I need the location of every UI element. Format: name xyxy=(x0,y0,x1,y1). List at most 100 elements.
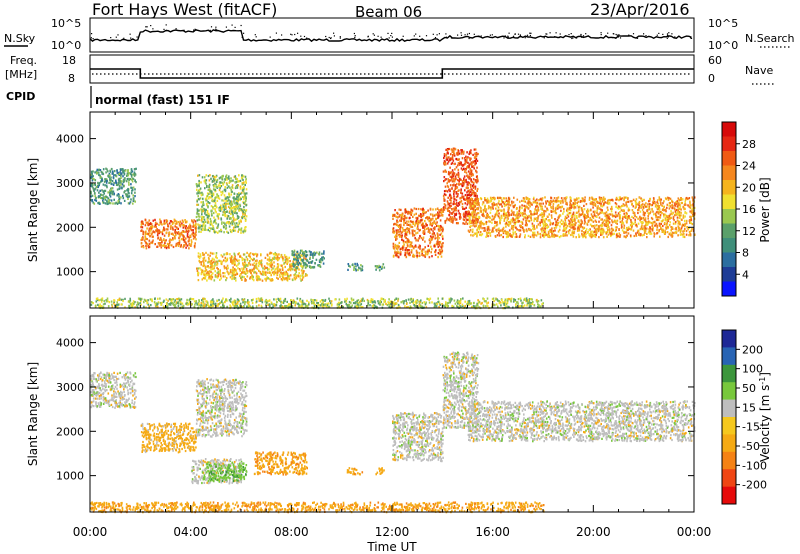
range-gate-cell xyxy=(473,191,475,194)
range-gate-cell xyxy=(244,195,247,198)
range-gate-cell xyxy=(450,171,452,174)
noise-dot xyxy=(339,36,341,38)
range-gate-cell xyxy=(511,202,513,205)
range-gate-cell xyxy=(222,213,224,216)
range-gate-cell xyxy=(107,202,110,205)
range-gate-cell xyxy=(206,204,208,207)
range-gate-cell xyxy=(469,216,471,219)
range-gate-cell xyxy=(299,255,301,258)
range-gate-cell xyxy=(239,273,242,276)
range-gate-cell xyxy=(306,254,309,257)
range-gate-cell xyxy=(238,222,241,225)
range-gate-cell xyxy=(491,215,494,218)
range-gate-cell xyxy=(421,253,423,256)
range-gate-cell xyxy=(237,263,239,266)
range-gate-cell xyxy=(454,168,456,171)
range-gate-cell xyxy=(684,225,686,228)
range-gate-cell xyxy=(233,192,236,195)
range-gate-cell xyxy=(658,230,660,233)
range-gate-cell xyxy=(615,198,617,201)
range-gate-cell xyxy=(232,214,234,217)
range-gate-cell xyxy=(596,227,598,230)
range-gate-cell xyxy=(164,240,166,243)
range-gate-cell xyxy=(497,206,500,209)
noise-dot xyxy=(480,35,482,37)
range-gate-cell xyxy=(443,160,446,163)
range-gate-cell xyxy=(299,263,302,266)
range-gate-cell xyxy=(670,229,672,232)
range-gate-cell xyxy=(289,268,291,271)
range-gate-cell xyxy=(564,219,567,222)
range-gate-cell xyxy=(172,237,174,240)
range-gate-cell xyxy=(294,258,296,261)
range-gate-cell xyxy=(255,272,258,275)
range-gate-cell xyxy=(661,204,663,207)
range-gate-cell xyxy=(142,238,144,241)
range-gate-cell xyxy=(660,227,662,230)
range-gate-cell xyxy=(230,260,232,263)
range-gate-cell xyxy=(271,263,274,266)
range-gate-cell xyxy=(201,204,204,207)
range-gate-cell xyxy=(312,254,315,257)
range-gate-cell xyxy=(565,226,568,229)
range-gate-cell xyxy=(455,213,457,216)
range-gate-cell xyxy=(215,183,217,186)
range-gate-cell xyxy=(409,245,411,248)
range-gate-cell xyxy=(201,205,203,208)
range-gate-cell xyxy=(245,279,247,282)
range-gate-cell xyxy=(507,210,509,214)
range-gate-cell xyxy=(458,203,461,206)
range-gate-cell xyxy=(560,219,563,222)
range-gate-cell xyxy=(163,244,166,247)
noise-dot xyxy=(666,37,668,39)
range-gate-cell xyxy=(428,256,431,259)
range-gate-cell xyxy=(413,254,416,257)
range-gate-cell xyxy=(210,222,212,225)
range-gate-cell xyxy=(134,168,136,171)
range-gate-cell xyxy=(196,192,198,195)
range-gate-cell xyxy=(678,228,681,231)
range-gate-cell xyxy=(265,271,267,274)
range-gate-cell xyxy=(392,228,394,231)
range-gate-cell xyxy=(243,202,246,205)
range-gate-cell xyxy=(664,217,667,220)
range-gate-cell xyxy=(461,150,463,153)
range-gate-cell xyxy=(254,252,257,255)
range-gate-cell xyxy=(691,210,694,213)
range-gate-cell xyxy=(519,229,522,232)
range-gate-cell xyxy=(422,213,425,216)
range-gate-cell xyxy=(471,192,474,195)
range-gate-cell xyxy=(463,215,465,218)
range-gate-cell xyxy=(463,163,466,166)
range-gate-cell xyxy=(210,220,212,223)
range-gate-cell xyxy=(256,259,258,262)
range-gate-cell xyxy=(509,204,512,207)
range-gate-cell xyxy=(641,224,643,227)
range-gate-cell xyxy=(182,226,185,229)
range-gate-cell xyxy=(408,230,411,233)
range-gate-cell xyxy=(644,217,647,220)
range-gate-cell xyxy=(214,270,216,273)
range-gate-cell xyxy=(200,194,203,197)
range-gate-cell xyxy=(401,231,404,234)
range-gate-cell xyxy=(273,265,276,268)
range-gate-cell xyxy=(266,262,268,265)
range-gate-cell xyxy=(207,174,210,178)
range-gate-cell xyxy=(486,232,489,235)
range-gate-cell xyxy=(502,200,504,204)
range-gate-cell xyxy=(469,177,471,180)
range-gate-cell xyxy=(118,172,121,175)
range-gate-cell xyxy=(257,264,260,267)
range-gate-cell xyxy=(444,161,447,164)
range-gate-cell xyxy=(475,179,478,182)
range-gate-cell xyxy=(590,233,592,236)
range-gate-cell xyxy=(222,183,224,186)
range-gate-cell xyxy=(474,152,477,155)
range-gate-cell xyxy=(505,204,507,207)
range-gate-cell xyxy=(500,197,502,200)
noise-dot xyxy=(619,37,622,39)
range-gate-cell xyxy=(536,205,538,208)
noise-dot xyxy=(504,35,506,37)
range-gate-cell xyxy=(447,156,450,159)
range-gate-cell xyxy=(123,191,125,194)
